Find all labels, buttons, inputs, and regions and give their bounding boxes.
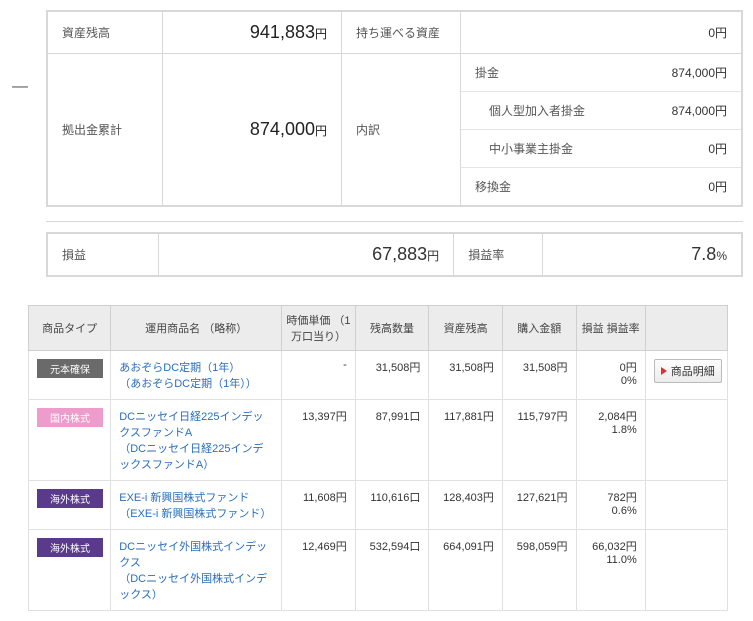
product-detail-button-label: 商品明細: [671, 363, 715, 379]
th-price: 時価単価 （1万口当り）: [282, 306, 356, 351]
collapse-dash: —: [12, 78, 28, 96]
purchase-cell: 31,508円: [502, 351, 576, 400]
rate-label: 損益率: [454, 234, 543, 276]
product-name-sub: （EXE-i 新興国株式ファンド）: [119, 508, 271, 520]
balance-cell: 31,508円: [429, 351, 503, 400]
balance-label: 資産残高: [48, 12, 163, 54]
product-type-cell: 海外株式: [29, 481, 111, 530]
divider: [46, 221, 743, 222]
pl-label: 損益: [48, 234, 159, 276]
product-name-sub: （DCニッセイ外国株式インデックス）: [119, 573, 267, 601]
product-type-cell: 海外株式: [29, 530, 111, 611]
product-type-tag: 元本確保: [37, 359, 103, 378]
play-icon: [661, 367, 667, 375]
product-name-cell: DCニッセイ外国株式インデックス （DCニッセイ外国株式インデックス）: [111, 530, 282, 611]
product-type-cell: 国内株式: [29, 400, 111, 481]
contribution-value: 874,000円: [163, 54, 342, 206]
pl-cell: 66,032円11.0%: [576, 530, 645, 611]
balance-cell: 664,091円: [429, 530, 503, 611]
product-name-cell: EXE-i 新興国株式ファンド （EXE-i 新興国株式ファンド）: [111, 481, 282, 530]
contribution-label: 拠出金累計: [48, 54, 163, 206]
product-type-tag: 国内株式: [37, 408, 103, 427]
product-type-tag: 海外株式: [37, 489, 103, 508]
product-name-link[interactable]: DCニッセイ日経225インデックスファンドA: [119, 411, 263, 439]
th-qty: 残高数量: [355, 306, 429, 351]
pl-cell: 0円0%: [576, 351, 645, 400]
th-balance: 資産残高: [429, 306, 503, 351]
th-type: 商品タイプ: [29, 306, 111, 351]
th-pl: 損益 損益率: [576, 306, 645, 351]
table-row: 海外株式 EXE-i 新興国株式ファンド （EXE-i 新興国株式ファンド） 11,6…: [29, 481, 728, 530]
pl-value: 67,883円: [159, 234, 454, 276]
product-name-cell: DCニッセイ日経225インデックスファンドA （DCニッセイ日経225インデックス…: [111, 400, 282, 481]
product-name-link[interactable]: あおぞらDC定期（1年）: [119, 362, 240, 374]
price-cell: 12,469円: [282, 530, 356, 611]
product-type-tag: 海外株式: [37, 538, 103, 557]
qty-cell: 110,616口: [355, 481, 429, 530]
qty-cell: 31,508円: [355, 351, 429, 400]
price-cell: -: [282, 351, 356, 400]
product-name-sub: （あおぞらDC定期（1年））: [119, 378, 257, 390]
pl-cell: 2,084円1.8%: [576, 400, 645, 481]
th-purchase: 購入金額: [502, 306, 576, 351]
product-detail-button[interactable]: 商品明細: [654, 359, 722, 383]
action-cell: [645, 400, 727, 481]
product-name-sub: （DCニッセイ日経225インデックスファンドA）: [119, 443, 263, 471]
rate-value: 7.8%: [543, 234, 742, 276]
price-cell: 11,608円: [282, 481, 356, 530]
th-name: 運用商品名 （略称）: [111, 306, 282, 351]
balance-cell: 117,881円: [429, 400, 503, 481]
breakdown-row-label: 移換金: [461, 168, 636, 206]
table-row: 国内株式 DCニッセイ日経225インデックスファンドA （DCニッセイ日経225イン…: [29, 400, 728, 481]
breakdown-row-label: 中小事業主掛金: [461, 130, 636, 168]
fund-table: 商品タイプ 運用商品名 （略称） 時価単価 （1万口当り） 残高数量 資産残高 …: [28, 305, 728, 611]
profit-box: 損益 67,883円 損益率 7.8%: [46, 232, 743, 277]
balance-value: 941,883円: [163, 12, 342, 54]
breakdown-row-label: 掛金: [461, 54, 636, 92]
breakdown-label: 内訳: [342, 54, 461, 206]
pl-cell: 782円0.6%: [576, 481, 645, 530]
purchase-cell: 115,797円: [502, 400, 576, 481]
breakdown-row-value: 0円: [636, 168, 741, 206]
product-name-cell: あおぞらDC定期（1年） （あおぞらDC定期（1年））: [111, 351, 282, 400]
purchase-cell: 127,621円: [502, 481, 576, 530]
action-cell: [645, 481, 727, 530]
action-cell: 商品明細: [645, 351, 727, 400]
breakdown-row-label: 個人型加入者掛金: [461, 92, 636, 130]
purchase-cell: 598,059円: [502, 530, 576, 611]
product-name-link[interactable]: EXE-i 新興国株式ファンド: [119, 492, 249, 504]
qty-cell: 532,594口: [355, 530, 429, 611]
price-cell: 13,397円: [282, 400, 356, 481]
breakdown-row-value: 874,000円: [636, 92, 741, 130]
table-row: 海外株式 DCニッセイ外国株式インデックス （DCニッセイ外国株式インデックス） 12…: [29, 530, 728, 611]
summary-box: 資産残高 941,883円 持ち運べる資産 0円 拠出金累計 874,000円 …: [46, 10, 743, 207]
balance-cell: 128,403円: [429, 481, 503, 530]
th-action: [645, 306, 727, 351]
product-type-cell: 元本確保: [29, 351, 111, 400]
portable-label: 持ち運べる資産: [342, 12, 461, 54]
breakdown-row-value: 0円: [636, 130, 741, 168]
breakdown-row-value: 874,000円: [636, 54, 741, 92]
table-row: 元本確保あおぞらDC定期（1年）（あおぞらDC定期（1年））-31,508円31…: [29, 351, 728, 400]
product-name-link[interactable]: DCニッセイ外国株式インデックス: [119, 541, 267, 569]
portable-value: 0円: [461, 12, 742, 54]
qty-cell: 87,991口: [355, 400, 429, 481]
action-cell: [645, 530, 727, 611]
